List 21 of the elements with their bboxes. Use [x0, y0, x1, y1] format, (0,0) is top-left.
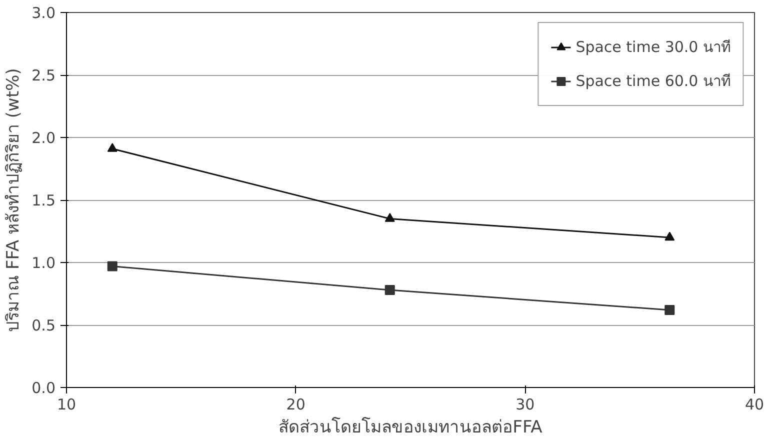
y-tick-label: 1.0: [32, 254, 56, 272]
x-tick-label: 40: [744, 396, 764, 414]
x-tick-label: 30: [516, 396, 535, 414]
y-tick-label: 0.5: [32, 316, 56, 334]
y-tick-label: 3.0: [32, 4, 56, 22]
y-tick-label: 1.5: [32, 192, 56, 210]
point: [107, 143, 118, 152]
legend-label: Space time 30.0 นาที: [576, 37, 731, 58]
y-tick-label: 2.5: [32, 66, 56, 84]
y-axis-title: ปริมาณ FFA หลังทำปฏิกิริยา (wt%): [4, 68, 24, 332]
x-axis-title: สัดส่วนโดยโมลของเมทานอลต่อFFA: [278, 416, 543, 438]
x-tick-label: 20: [286, 396, 306, 414]
x-tick-label: 10: [56, 396, 76, 414]
y-tick-label: 2.0: [32, 129, 56, 147]
legend-label: Space time 60.0 นาที: [576, 71, 731, 92]
point: [384, 213, 395, 222]
y-tick-label: 0.0: [32, 379, 56, 397]
point: [384, 285, 395, 295]
point: [664, 305, 675, 315]
point: [107, 261, 118, 272]
point: [664, 232, 675, 241]
